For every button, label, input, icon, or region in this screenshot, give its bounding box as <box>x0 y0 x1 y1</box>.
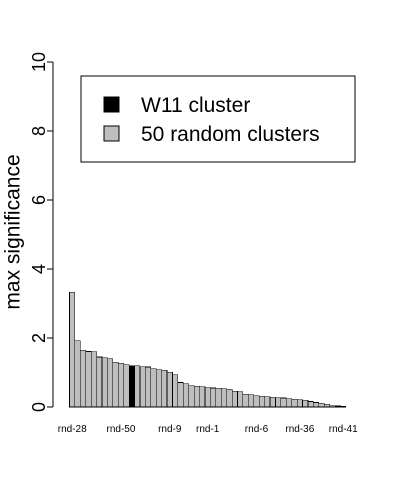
bar-random-cluster <box>285 398 292 408</box>
bar-random-cluster <box>258 396 265 408</box>
bar-random-cluster <box>226 388 233 408</box>
bar-random-cluster <box>215 388 222 408</box>
bar-random-cluster <box>85 351 92 408</box>
y-tick-label: 4 <box>29 264 49 274</box>
bar-random-cluster <box>101 357 108 408</box>
bar-random-cluster <box>237 391 244 408</box>
bar-random-cluster <box>334 405 341 408</box>
bar-random-cluster <box>242 393 249 408</box>
bar-random-cluster <box>161 370 168 408</box>
bar-random-cluster <box>193 385 200 408</box>
bar-random-cluster <box>90 351 97 408</box>
bar-random-cluster <box>210 387 217 408</box>
x-tick-label: rnd-6 <box>245 424 269 435</box>
bar-random-cluster <box>231 390 238 408</box>
bar-random-cluster <box>188 385 195 408</box>
bar-random-cluster <box>280 397 287 408</box>
bar-random-cluster <box>74 340 81 408</box>
bar-random-cluster <box>307 401 314 408</box>
bar-random-cluster <box>269 397 276 408</box>
bar-random-cluster <box>340 406 347 408</box>
bar-random-cluster <box>139 366 146 408</box>
bar-random-cluster <box>107 358 114 408</box>
bar-random-cluster <box>80 349 87 408</box>
bar-random-cluster <box>253 395 260 408</box>
bar-random-cluster <box>296 399 303 408</box>
x-tick-label: rnd-9 <box>158 424 182 435</box>
y-tick-label: 10 <box>29 52 49 72</box>
bar-random-cluster <box>204 387 211 408</box>
bar-random-cluster <box>123 364 130 408</box>
legend-label-w11: W11 cluster <box>141 94 250 117</box>
bar-random-cluster <box>112 361 119 408</box>
bar-random-cluster <box>313 402 320 408</box>
bar-random-cluster <box>275 397 282 408</box>
x-tick-label: rnd-36 <box>285 424 314 435</box>
y-tick-label: 8 <box>29 126 49 136</box>
y-axis: 0 2 4 6 8 10 <box>29 52 54 412</box>
x-tick-label: rnd-41 <box>329 424 358 435</box>
bar-random-cluster <box>155 369 162 408</box>
bar-random-cluster <box>145 366 152 408</box>
bar-random-cluster <box>96 356 103 408</box>
legend-label-random: 50 random clusters <box>141 123 320 146</box>
bar-random-cluster <box>183 383 190 408</box>
bar-random-cluster <box>150 368 157 408</box>
bar-random-cluster <box>220 388 227 408</box>
y-tick-label: 6 <box>29 195 49 205</box>
bar-random-cluster <box>291 398 298 408</box>
bar-random-cluster <box>302 400 309 408</box>
x-tick-label: rnd-28 <box>58 424 87 435</box>
bar-w11-cluster <box>128 365 135 408</box>
bar-random-cluster <box>172 374 179 408</box>
bar-random-cluster <box>134 365 141 408</box>
x-tick-label: rnd-1 <box>196 424 220 435</box>
bar-random-cluster <box>318 402 325 408</box>
bar-random-cluster <box>329 405 336 408</box>
bar-random-cluster <box>199 386 206 408</box>
legend-frame <box>80 75 356 163</box>
y-axis-title: max significance <box>2 154 25 309</box>
bar-random-cluster <box>166 371 173 408</box>
bar-random-cluster <box>264 396 271 408</box>
bar-random-cluster <box>117 362 124 408</box>
y-tick-label: 0 <box>29 402 49 412</box>
x-tick-labels: rnd-28 rnd-50 rnd-9 rnd-1 rnd-6 rnd-36 rnd-41 <box>58 424 358 435</box>
legend-swatch-w11 <box>103 96 120 113</box>
x-tick-label: rnd-50 <box>107 424 136 435</box>
legend-swatch-random <box>103 125 120 142</box>
bar-random-cluster <box>248 394 255 408</box>
bar-random-cluster <box>323 403 330 408</box>
legend: W11 cluster 50 random clusters <box>80 75 356 163</box>
bar-random-cluster <box>177 382 184 408</box>
y-tick-label: 2 <box>29 333 49 343</box>
bars-layer <box>69 291 347 408</box>
bar-random-cluster <box>69 291 76 408</box>
